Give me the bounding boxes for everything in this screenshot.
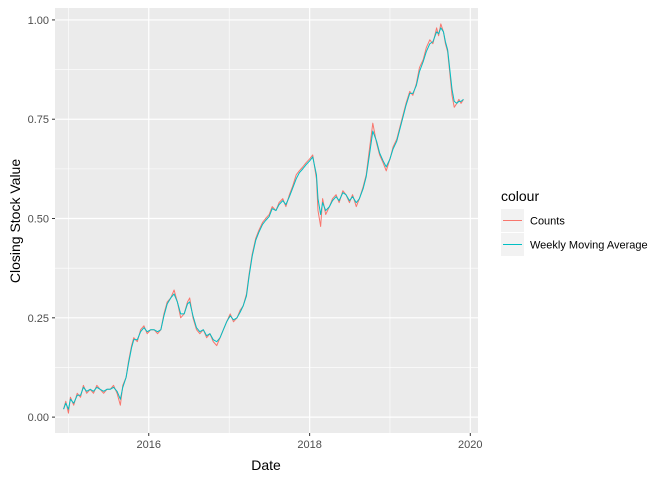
minor-grid <box>55 8 478 433</box>
x-tick-label: 2016 <box>137 439 161 451</box>
x-axis: 2016 2018 2020 <box>137 433 483 451</box>
legend-keys: Counts Weekly Moving Average <box>501 209 648 256</box>
legend-label: Weekly Moving Average <box>530 240 648 252</box>
y-tick-label: 0.75 <box>28 114 49 126</box>
y-axis: 0.00 0.25 0.50 0.75 1.00 <box>28 15 55 424</box>
series-layer <box>63 23 464 414</box>
x-tick-label: 2020 <box>458 439 482 451</box>
legend-title: colour <box>501 188 539 204</box>
legend-label: Counts <box>530 216 565 228</box>
y-tick-label: 0.50 <box>28 214 49 226</box>
plot-panel <box>55 8 478 433</box>
y-axis-title: Closing Stock Value <box>7 159 23 283</box>
legend: colour Counts Weekly Moving Average <box>501 188 648 256</box>
major-grid <box>55 8 478 433</box>
x-axis-title: Date <box>251 457 281 473</box>
series-line-weekly-moving-average <box>63 27 464 410</box>
y-tick-label: 1.00 <box>28 15 49 27</box>
y-tick-label: 0.00 <box>28 412 49 424</box>
y-tick-label: 0.25 <box>28 313 49 325</box>
x-tick-label: 2018 <box>297 439 321 451</box>
